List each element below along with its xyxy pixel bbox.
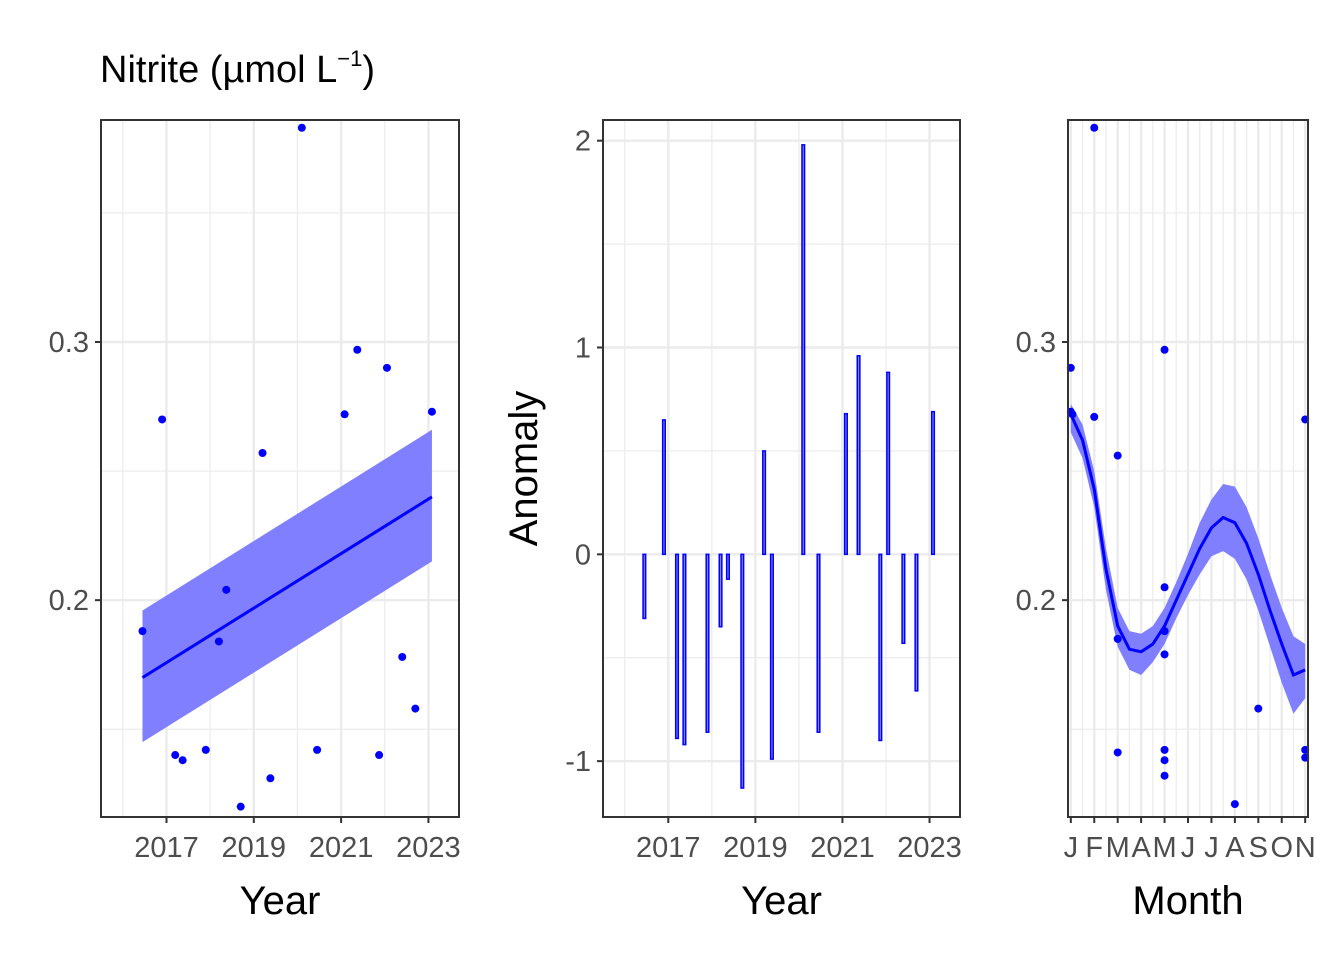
panel-border	[602, 119, 961, 818]
smooth-ribbon	[1070, 403, 1306, 714]
x-tick-label: 2017	[134, 832, 199, 864]
data-point	[1254, 704, 1263, 713]
anomaly-bar	[762, 450, 767, 556]
data-point	[1160, 745, 1169, 754]
data-point	[1160, 583, 1169, 592]
data-point	[353, 345, 362, 354]
anomaly-bar	[769, 553, 774, 760]
trend-line	[141, 495, 433, 679]
anomaly-bar	[914, 553, 919, 692]
panel-border	[100, 119, 460, 818]
x-tick-label: J	[1204, 832, 1219, 864]
x-tick-label: 2021	[309, 832, 374, 864]
anomaly-bar	[718, 553, 723, 628]
data-point	[1160, 756, 1169, 765]
data-point	[1160, 771, 1169, 780]
x-axis-title: Year	[240, 879, 321, 923]
data-point	[382, 363, 391, 372]
x-tick-label: F	[1085, 832, 1103, 864]
anomaly-bar	[674, 553, 680, 740]
data-point	[1090, 412, 1099, 421]
anomaly-bar	[740, 553, 745, 789]
y-tick-label: 0	[575, 539, 591, 571]
data-point	[375, 751, 384, 760]
anomaly-bar	[930, 410, 936, 556]
data-point	[158, 415, 167, 424]
x-axis-title: Month	[1132, 879, 1243, 923]
y-axis-title: Anomaly	[502, 391, 546, 547]
y-tick-label: 0.3	[49, 327, 89, 359]
x-tick-label: M	[1106, 832, 1130, 864]
y-tick-label: 0.3	[1016, 327, 1056, 359]
data-point	[427, 407, 436, 416]
data-point	[266, 774, 275, 783]
data-point	[1160, 345, 1169, 354]
x-tick-label: 2023	[897, 832, 962, 864]
anomaly-bar	[843, 412, 848, 556]
x-tick-label: O	[1270, 832, 1293, 864]
data-point	[1068, 410, 1077, 419]
x-tick-label: M	[1152, 832, 1176, 864]
smooth-line	[1069, 413, 1306, 678]
anomaly-bar	[886, 371, 891, 556]
figure-title: Nitrite (µmol L−1)	[100, 46, 375, 91]
anomaly-bar	[682, 553, 687, 746]
data-point	[236, 802, 245, 811]
data-point	[171, 751, 180, 760]
data-point	[138, 627, 147, 636]
data-point	[340, 410, 349, 419]
y-tick-label: -1	[565, 746, 591, 778]
data-point	[222, 585, 231, 594]
data-point	[1160, 627, 1169, 636]
x-tick-label: J	[1064, 832, 1079, 864]
data-point	[1160, 650, 1169, 659]
anomaly-bar	[725, 553, 731, 580]
y-tick-label: 1	[575, 333, 591, 365]
data-point	[1230, 800, 1239, 809]
x-tick-label: A	[1225, 832, 1245, 864]
anomaly-bar	[661, 419, 667, 556]
data-point	[411, 704, 420, 713]
data-point	[1090, 123, 1099, 132]
data-point	[201, 745, 210, 754]
x-tick-label: J	[1181, 832, 1196, 864]
anomaly-bar	[816, 553, 821, 733]
y-tick-label: 0.2	[49, 585, 89, 617]
x-tick-label: 2023	[396, 832, 461, 864]
data-point	[1113, 748, 1122, 757]
data-point	[1113, 634, 1122, 643]
panel-anomaly-bars: -1 0 1 2 2017 2019 2021 2023 Year Anomaly	[502, 119, 962, 923]
anomaly-bar	[801, 144, 806, 556]
y-tick-label: 0.2	[1016, 585, 1056, 617]
anomaly-bar	[878, 553, 883, 742]
x-axis-title: Year	[741, 879, 822, 923]
x-tick-label: 2017	[636, 832, 701, 864]
panel-year-scatter: 0.2 0.3 2017 2019 2021 2023 Year	[49, 119, 461, 923]
x-tick-label: 2019	[723, 832, 788, 864]
x-tick-label: 2019	[222, 832, 287, 864]
x-tick-label: N	[1295, 832, 1316, 864]
data-point	[258, 449, 267, 458]
x-tick-label: 2021	[810, 832, 875, 864]
data-point	[313, 745, 322, 754]
x-tick-label: A	[1131, 832, 1151, 864]
data-point	[178, 756, 187, 765]
data-point	[214, 637, 223, 646]
anomaly-bar	[856, 355, 861, 556]
data-point	[398, 652, 407, 661]
anomaly-bar	[705, 553, 710, 733]
data-point	[1113, 451, 1122, 460]
y-tick-label: 2	[575, 126, 591, 158]
anomaly-bar	[642, 553, 647, 620]
anomaly-bar	[901, 553, 906, 645]
x-tick-label: S	[1249, 832, 1268, 864]
data-point	[297, 123, 306, 132]
